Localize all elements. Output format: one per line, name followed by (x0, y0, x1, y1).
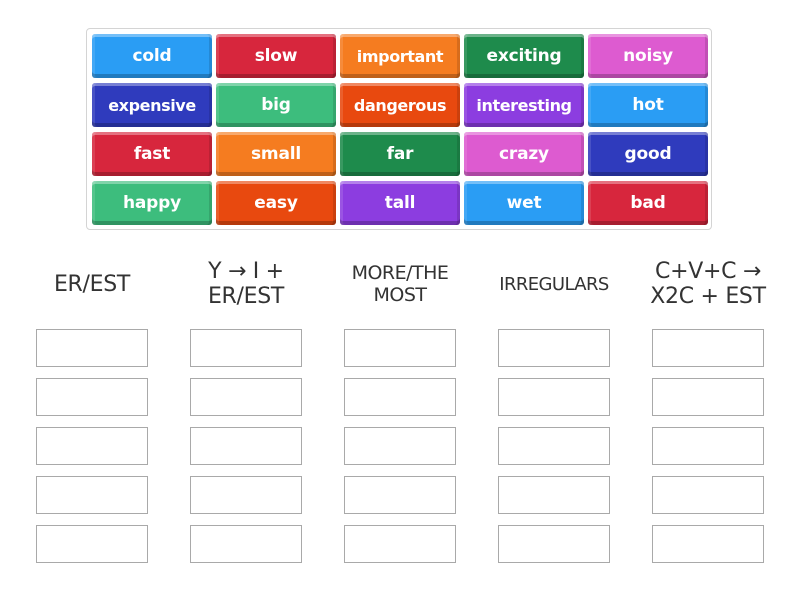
drop-slot[interactable] (344, 378, 456, 416)
word-tile-exciting[interactable]: exciting (464, 34, 584, 78)
category-column-er-est: ER/EST (36, 248, 148, 563)
drop-slot[interactable] (498, 329, 610, 367)
word-tile-noisy[interactable]: noisy (588, 34, 708, 78)
drop-slot[interactable] (344, 427, 456, 465)
drop-slot[interactable] (498, 525, 610, 563)
word-tile-easy[interactable]: easy (216, 181, 336, 225)
drop-slot-list (652, 329, 764, 574)
drop-slot[interactable] (36, 378, 148, 416)
word-tile-expensive[interactable]: expensive (92, 83, 212, 127)
category-header-line: MOST (373, 284, 427, 306)
drop-slot[interactable] (36, 476, 148, 514)
drop-slot[interactable] (498, 427, 610, 465)
word-tile-big[interactable]: big (216, 83, 336, 127)
category-header-line: X2C + EST (650, 284, 766, 309)
category-header-line: Y → I + (208, 259, 284, 284)
drop-slot[interactable] (652, 476, 764, 514)
drop-slot[interactable] (652, 427, 764, 465)
drop-slot[interactable] (36, 329, 148, 367)
category-header: ER/EST (16, 248, 168, 320)
word-tile-interesting[interactable]: interesting (464, 83, 584, 127)
drop-slot-list (190, 329, 302, 574)
category-column-y-to-i: Y → I + ER/EST (190, 248, 302, 563)
drop-slot[interactable] (190, 476, 302, 514)
word-tile-far[interactable]: far (340, 132, 460, 176)
word-tile-good[interactable]: good (588, 132, 708, 176)
word-tile-bad[interactable]: bad (588, 181, 708, 225)
category-header: MORE/THE MOST (324, 248, 476, 320)
drop-slot[interactable] (652, 525, 764, 563)
word-tile-small[interactable]: small (216, 132, 336, 176)
drop-slot[interactable] (190, 427, 302, 465)
category-column-more-the-most: MORE/THE MOST (344, 248, 456, 563)
drop-slot[interactable] (190, 378, 302, 416)
category-header-line: ER/EST (207, 284, 285, 309)
drop-slot-list (498, 329, 610, 574)
category-header-line: ER/EST (53, 271, 131, 297)
category-header: IRREGULARS (478, 248, 630, 320)
category-header: C+V+C → X2C + EST (632, 248, 784, 320)
word-tile-grid: cold slow important exciting noisy expen… (92, 34, 708, 225)
word-tile-cold[interactable]: cold (92, 34, 212, 78)
category-columns: ER/EST Y → I + ER/EST (36, 248, 766, 568)
category-column-cvc: C+V+C → X2C + EST (650, 248, 766, 563)
drop-slot[interactable] (498, 476, 610, 514)
drop-slot[interactable] (36, 427, 148, 465)
category-column-irregulars: IRREGULARS (498, 248, 610, 563)
category-header-line: C+V+C → (655, 259, 761, 284)
drop-slot-list (36, 329, 148, 574)
drop-slot[interactable] (498, 378, 610, 416)
drop-slot-list (344, 329, 456, 574)
word-tile-crazy[interactable]: crazy (464, 132, 584, 176)
drop-slot[interactable] (344, 329, 456, 367)
word-tile-dangerous[interactable]: dangerous (340, 83, 460, 127)
category-header-line: IRREGULARS (499, 273, 609, 295)
drop-slot[interactable] (344, 476, 456, 514)
category-header-line: MORE/THE (351, 262, 449, 284)
word-tile-fast[interactable]: fast (92, 132, 212, 176)
word-tile-bank: cold slow important exciting noisy expen… (86, 28, 712, 230)
word-tile-important[interactable]: important (340, 34, 460, 78)
drop-slot[interactable] (190, 525, 302, 563)
word-tile-happy[interactable]: happy (92, 181, 212, 225)
drop-slot[interactable] (190, 329, 302, 367)
drop-slot[interactable] (36, 525, 148, 563)
word-tile-hot[interactable]: hot (588, 83, 708, 127)
word-tile-wet[interactable]: wet (464, 181, 584, 225)
word-tile-tall[interactable]: tall (340, 181, 460, 225)
word-tile-slow[interactable]: slow (216, 34, 336, 78)
drop-slot[interactable] (652, 378, 764, 416)
drop-slot[interactable] (652, 329, 764, 367)
drop-slot[interactable] (344, 525, 456, 563)
category-header: Y → I + ER/EST (170, 248, 322, 320)
